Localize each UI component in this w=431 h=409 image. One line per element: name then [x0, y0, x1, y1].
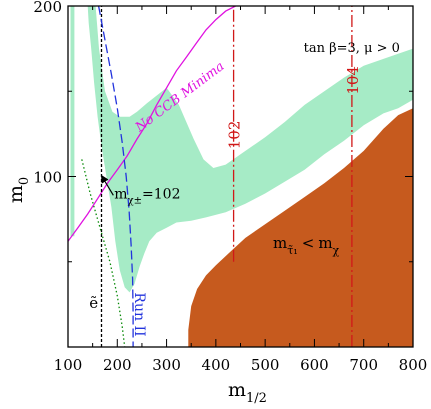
stau-label-lt: <	[302, 234, 315, 252]
x-tick-label: 100	[54, 356, 83, 374]
region-cosmo_main	[87, 6, 413, 293]
y-tick-label: 200	[33, 0, 62, 16]
x-tick-label: 800	[399, 356, 428, 374]
x-axis-label-sub: 1/2	[246, 391, 267, 406]
region-cosmo_strip_left	[70, 6, 75, 237]
stau-label-sub2: χ	[333, 244, 340, 257]
line-no-ccb-minima	[68, 6, 236, 242]
y-tick-label: 100	[33, 169, 62, 187]
x-axis-label-main: m	[228, 379, 246, 401]
region-stau_lsp	[188, 108, 413, 347]
x-tick-label: 700	[349, 356, 378, 374]
x-tick-label: 300	[152, 356, 181, 374]
line-run-ii	[97, 6, 134, 347]
higgs-104-label: 104	[344, 66, 362, 95]
stau-label-m2: m	[318, 234, 332, 252]
lines-layer	[68, 6, 353, 347]
x-tick-label: 200	[103, 356, 132, 374]
stau-label-m1: m	[273, 234, 287, 252]
chargino-label-rest: =102	[142, 187, 180, 203]
chargino-label-main: m	[114, 187, 127, 203]
y-axis-label: m0	[5, 177, 32, 203]
higgs-102-label: 102	[226, 121, 244, 150]
ticks-layer: 100 200 300 400 500 600 700 800 100 200	[33, 0, 427, 374]
chart-title: tan β=3, μ > 0	[304, 41, 400, 56]
x-axis-label: m1/2	[228, 379, 267, 406]
chargino-label: mχ±=102	[114, 187, 180, 207]
x-tick-label: 500	[251, 356, 280, 374]
stau-label-sub1: τ̃₁	[287, 244, 298, 257]
x-tick-label: 400	[202, 356, 231, 374]
chargino-label-sub: χ±	[128, 196, 142, 207]
selectron-label: ẽ	[89, 294, 98, 312]
y-axis-label-sub: 0	[17, 177, 32, 185]
chargino-arrow	[100, 174, 114, 196]
x-tick-label: 600	[300, 356, 329, 374]
regions-layer	[70, 6, 413, 347]
run2-label: Run II	[131, 292, 147, 336]
line-selectron-limit	[81, 159, 126, 347]
y-axis-label-main: m	[5, 185, 27, 203]
stau-lsp-label: mτ̃₁ < mχ	[273, 234, 340, 257]
